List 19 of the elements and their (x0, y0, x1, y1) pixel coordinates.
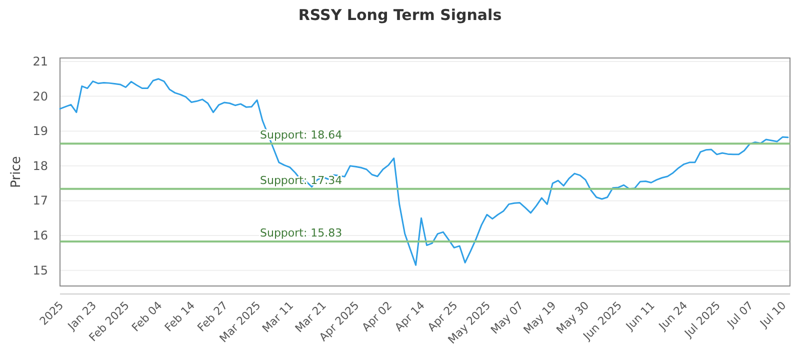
chart-title: RSSY Long Term Signals (298, 6, 502, 24)
y-tick-label: 17 (32, 194, 48, 208)
y-tick-label: 20 (32, 89, 48, 104)
y-axis-title: Price (9, 156, 24, 188)
x-tick-label: Jun 11 (622, 298, 658, 334)
x-tick-label: Apr 14 (392, 298, 428, 334)
y-tick-label: 16 (32, 228, 48, 243)
y-tick-label: 21 (32, 54, 48, 68)
x-tick-label: Mar 11 (260, 298, 296, 336)
ref-line-label: Support: 15.83 (260, 226, 342, 240)
x-tick-label: Feb 14 (162, 298, 198, 334)
line-series (59, 78, 789, 266)
x-tick-label: Apr 02 (360, 298, 395, 334)
y-tick-label: 18 (32, 158, 48, 173)
y-tick-label: 15 (32, 263, 48, 278)
y-tick-label: 19 (32, 124, 48, 138)
x-tick-label: Feb 04 (129, 298, 165, 334)
x-tick-label: Jul 10 (756, 298, 789, 331)
x-tick-label: Jul 07 (724, 298, 756, 331)
